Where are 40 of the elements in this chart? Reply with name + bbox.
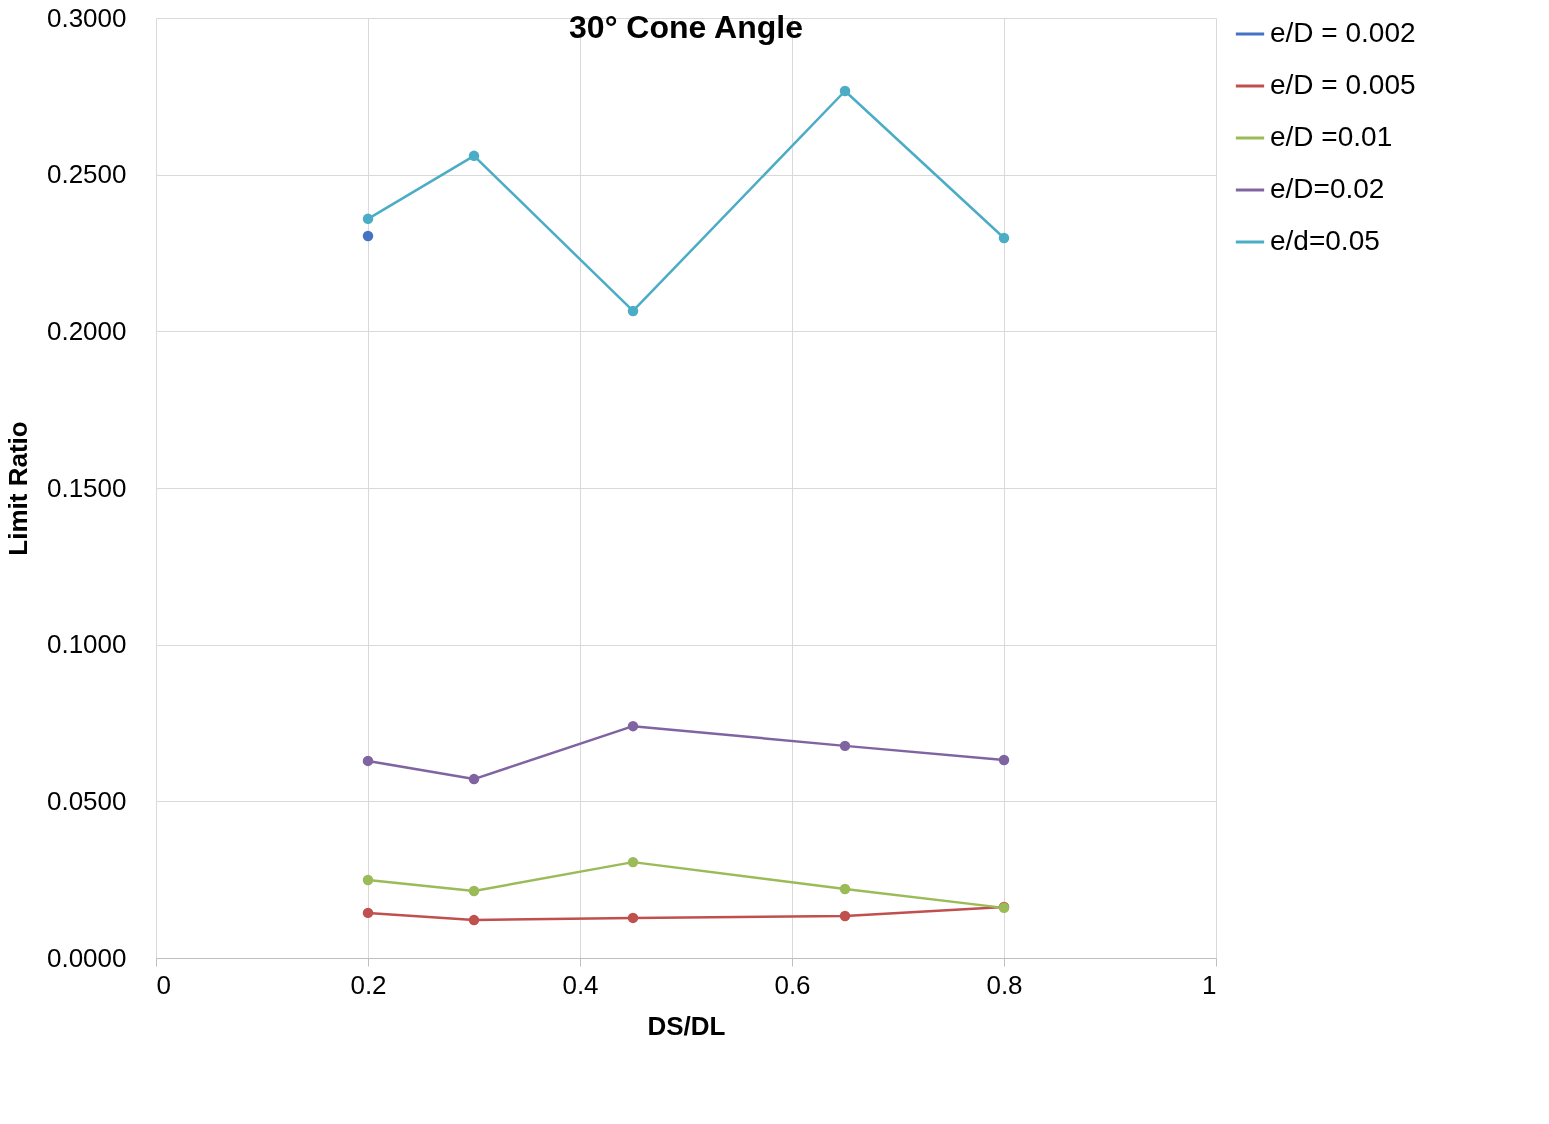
point xyxy=(468,914,480,926)
x-tick-label: 0.2 xyxy=(350,969,387,1000)
point xyxy=(627,720,639,732)
point xyxy=(362,874,374,886)
point xyxy=(839,740,851,752)
x-axis-title: DS/DL xyxy=(647,1010,726,1041)
point xyxy=(627,912,639,924)
x-tick-label: 0 xyxy=(156,969,171,1000)
legend-label: e/D=0.02 xyxy=(1270,173,1385,204)
x-tick-label: 1 xyxy=(1202,969,1217,1000)
point xyxy=(362,230,374,242)
y-tick-label: 0.1500 xyxy=(46,472,127,503)
chart-title: 30° Cone Angle xyxy=(569,9,803,45)
legend-label: e/D =0.01 xyxy=(1270,121,1393,152)
point xyxy=(627,305,639,317)
point xyxy=(998,754,1010,766)
y-tick-label: 0.2500 xyxy=(46,159,127,190)
x-tick-label: 0.4 xyxy=(562,969,599,1000)
point xyxy=(998,232,1010,244)
point xyxy=(839,910,851,922)
y-tick-label: 0.0500 xyxy=(46,785,127,816)
legend-label: e/d=0.05 xyxy=(1270,225,1380,256)
point xyxy=(468,885,480,897)
y-axis-title: Limit Ratio xyxy=(2,421,33,556)
y-tick-label: 0.0000 xyxy=(46,942,127,973)
y-tick-label: 0.2000 xyxy=(46,315,127,346)
x-tick-label: 0.8 xyxy=(986,969,1023,1000)
x-tick-label: 0.6 xyxy=(774,969,811,1000)
point xyxy=(839,883,851,895)
legend-label: e/D = 0.005 xyxy=(1270,69,1416,100)
point xyxy=(839,85,851,97)
y-tick-label: 0.3000 xyxy=(46,2,127,33)
point xyxy=(468,150,480,162)
point xyxy=(627,856,639,868)
legend-label: e/D = 0.002 xyxy=(1270,17,1416,48)
point xyxy=(362,213,374,225)
point xyxy=(362,907,374,919)
y-tick-label: 0.1000 xyxy=(46,629,127,660)
point xyxy=(468,773,480,785)
point xyxy=(362,755,374,767)
